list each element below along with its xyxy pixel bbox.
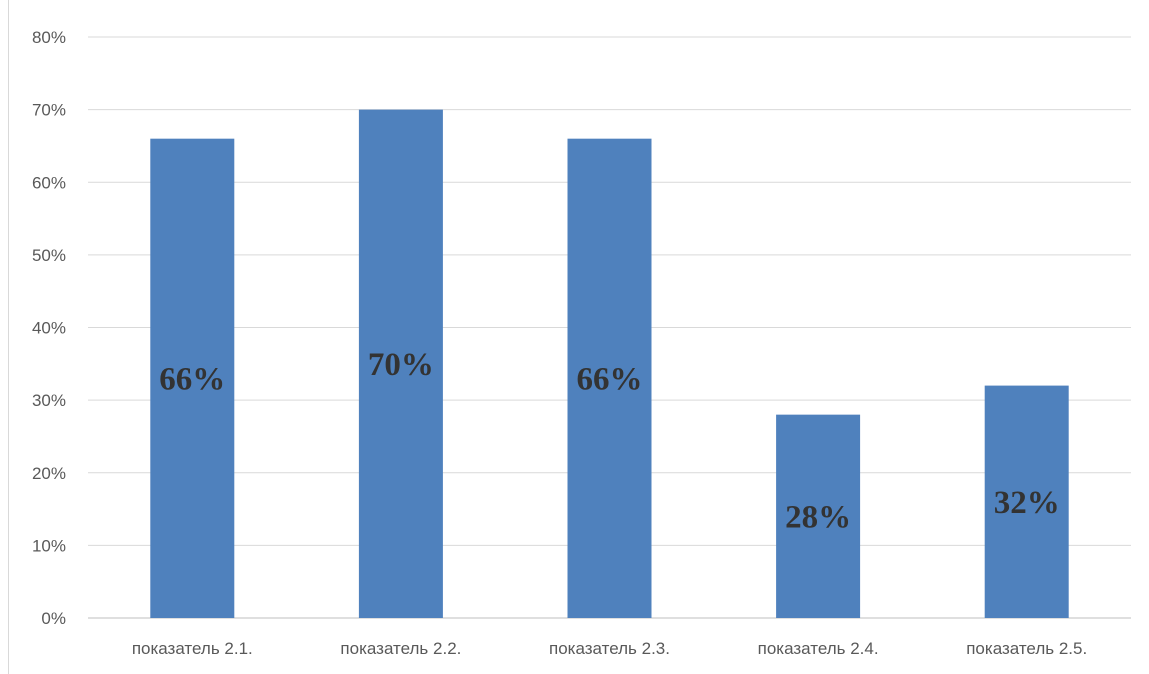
y-tick-label: 50% [32, 246, 66, 265]
x-category-label: показатель 2.5. [966, 639, 1087, 658]
y-tick-label: 10% [32, 536, 66, 555]
x-category-label: показатель 2.1. [132, 639, 253, 658]
gridlines [88, 36, 1131, 619]
y-tick-label: 0% [41, 609, 66, 628]
bar [567, 138, 652, 619]
y-tick-label: 20% [32, 464, 66, 483]
data-label: 28% [785, 499, 851, 535]
bars [150, 109, 1069, 619]
data-labels: 66% 70% 66% 28% 32% [159, 347, 1059, 536]
x-category-label: показатель 2.3. [549, 639, 670, 658]
data-label: 32% [994, 485, 1060, 521]
data-label: 70% [368, 347, 434, 383]
bar [358, 109, 443, 618]
y-axis-ticks: 0% 10% 20% 30% 40% 50% 60% 70% 80% [32, 28, 66, 628]
x-category-label: показатель 2.2. [340, 639, 461, 658]
y-tick-label: 80% [32, 28, 66, 47]
data-label: 66% [577, 361, 643, 397]
bar [984, 385, 1069, 618]
bar [776, 414, 861, 618]
y-tick-label: 30% [32, 391, 66, 410]
chart-frame [8, 0, 1149, 674]
y-tick-label: 40% [32, 319, 66, 338]
y-tick-label: 60% [32, 173, 66, 192]
data-label: 66% [159, 361, 225, 397]
y-tick-label: 70% [32, 101, 66, 120]
bar [150, 138, 235, 619]
x-axis-categories: показатель 2.1. показатель 2.2. показатель… [132, 639, 1087, 658]
x-category-label: показатель 2.4. [758, 639, 879, 658]
